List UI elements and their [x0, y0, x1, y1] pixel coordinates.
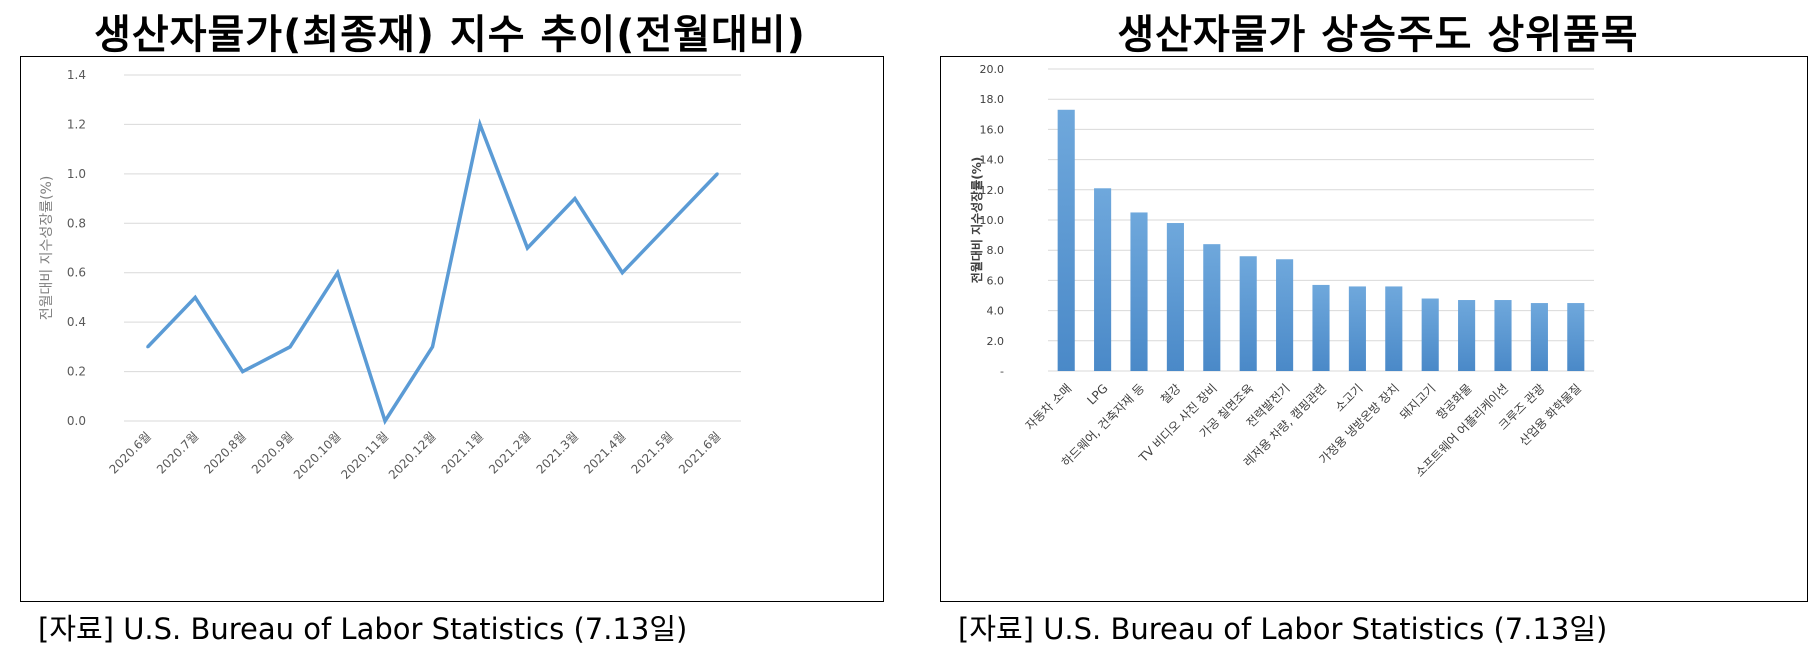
data-point: [715, 172, 719, 176]
data-point: [288, 345, 292, 349]
x-tick-label: 2020.12월: [386, 429, 439, 482]
x-tick-label: 자동차 소매: [1023, 381, 1075, 433]
y-tick-label: 4.0: [987, 305, 1005, 318]
bar: [1567, 303, 1585, 371]
data-point: [193, 295, 197, 299]
bar: [1130, 212, 1148, 371]
data-point: [525, 246, 529, 250]
data-point: [241, 370, 245, 374]
x-tick-label: 2021.5월: [629, 429, 676, 476]
x-tick-label: 돼지고기: [1397, 381, 1438, 422]
bar: [1094, 188, 1112, 371]
bar: [1203, 244, 1221, 371]
x-tick-label: 2020.9월: [249, 429, 296, 476]
y-tick-label: 0.8: [67, 216, 86, 230]
y-tick-label: 0.2: [67, 365, 86, 379]
y-tick-label: 6.0: [987, 274, 1005, 287]
x-tick-label: 2020.6월: [106, 429, 153, 476]
bar: [1239, 256, 1257, 371]
x-tick-label: 2021.6월: [676, 429, 723, 476]
line-chart-title: 생산자물가(최종재) 지수 추이(전월대비): [94, 12, 806, 58]
x-tick-label: 2021.4월: [581, 429, 628, 476]
bar: [1166, 223, 1184, 371]
y-tick-label: 2.0: [987, 335, 1005, 348]
y-tick-label: 1.4: [67, 68, 86, 82]
data-point: [478, 122, 482, 126]
x-tick-label: 2020.10월: [291, 429, 344, 482]
y-tick-label: 1.2: [67, 117, 86, 131]
y-tick-label: 16.0: [980, 123, 1005, 136]
x-tick-label: 2021.2월: [486, 429, 533, 476]
x-tick-label: 철강: [1158, 381, 1184, 407]
line-chart-source: [자료] U.S. Bureau of Labor Statistics (7.…: [38, 612, 688, 646]
y-tick-label: 8.0: [987, 244, 1005, 257]
data-point: [668, 221, 672, 225]
x-tick-label: 2021.3월: [534, 429, 581, 476]
x-tick-label: 2020.8월: [201, 429, 248, 476]
y-tick-label: 0.4: [67, 315, 86, 329]
data-point: [146, 345, 150, 349]
y-tick-label: 12.0: [980, 184, 1005, 197]
bar: [1312, 284, 1330, 371]
line-chart-frame: 0.0 0.2 0.4 0.6 0.8 1.0 1.2 1.4 2020.6월 2020.7월 20…: [20, 56, 884, 602]
y-tick-label: 20.0: [980, 63, 1005, 76]
y-tick-label: 14.0: [980, 154, 1005, 167]
y-axis-label: 전월대비 지수성장률(%): [39, 176, 55, 321]
bar: [1057, 109, 1075, 371]
bar-chart-frame: - 2.0 4.0 6.0 8.0 10.0 12.0 14.0 16.0 18.0 20.0 자동차…: [940, 56, 1808, 602]
y-axis-label: 전월대비 지수성장률(%): [969, 157, 984, 284]
data-point: [336, 271, 340, 275]
bar: [1385, 286, 1403, 371]
y-tick-label: 0.0: [67, 414, 86, 428]
y-tick-label: 18.0: [980, 93, 1005, 106]
bar: [1421, 298, 1439, 371]
data-point: [431, 345, 434, 349]
y-tick-label: 10.0: [980, 214, 1005, 227]
bar-chart: - 2.0 4.0 6.0 8.0 10.0 12.0 14.0 16.0 18.0 20.0 자동차…: [969, 63, 1594, 480]
bar: [1348, 286, 1366, 371]
data-point: [383, 419, 387, 423]
x-tick-label: 소고기: [1332, 381, 1365, 414]
x-tick-label: 2020.11월: [338, 429, 391, 482]
x-tick-label: 2021.1월: [439, 429, 486, 476]
bar: [1276, 259, 1294, 371]
x-tick-label: LPG: [1084, 381, 1110, 407]
data-point: [620, 271, 624, 275]
bar-chart-source: [자료] U.S. Bureau of Labor Statistics (7.…: [958, 612, 1608, 646]
bar-chart-title: 생산자물가 상승주도 상위품목: [1117, 12, 1639, 58]
y-tick-label: 1.0: [67, 167, 86, 181]
bar: [1530, 303, 1548, 371]
bar: [1494, 300, 1512, 371]
bar: [1458, 300, 1476, 371]
y-tick-label: -: [1000, 365, 1004, 378]
data-point: [573, 197, 577, 201]
x-tick-label: 2020.7월: [154, 429, 201, 476]
y-tick-label: 0.6: [67, 266, 86, 280]
